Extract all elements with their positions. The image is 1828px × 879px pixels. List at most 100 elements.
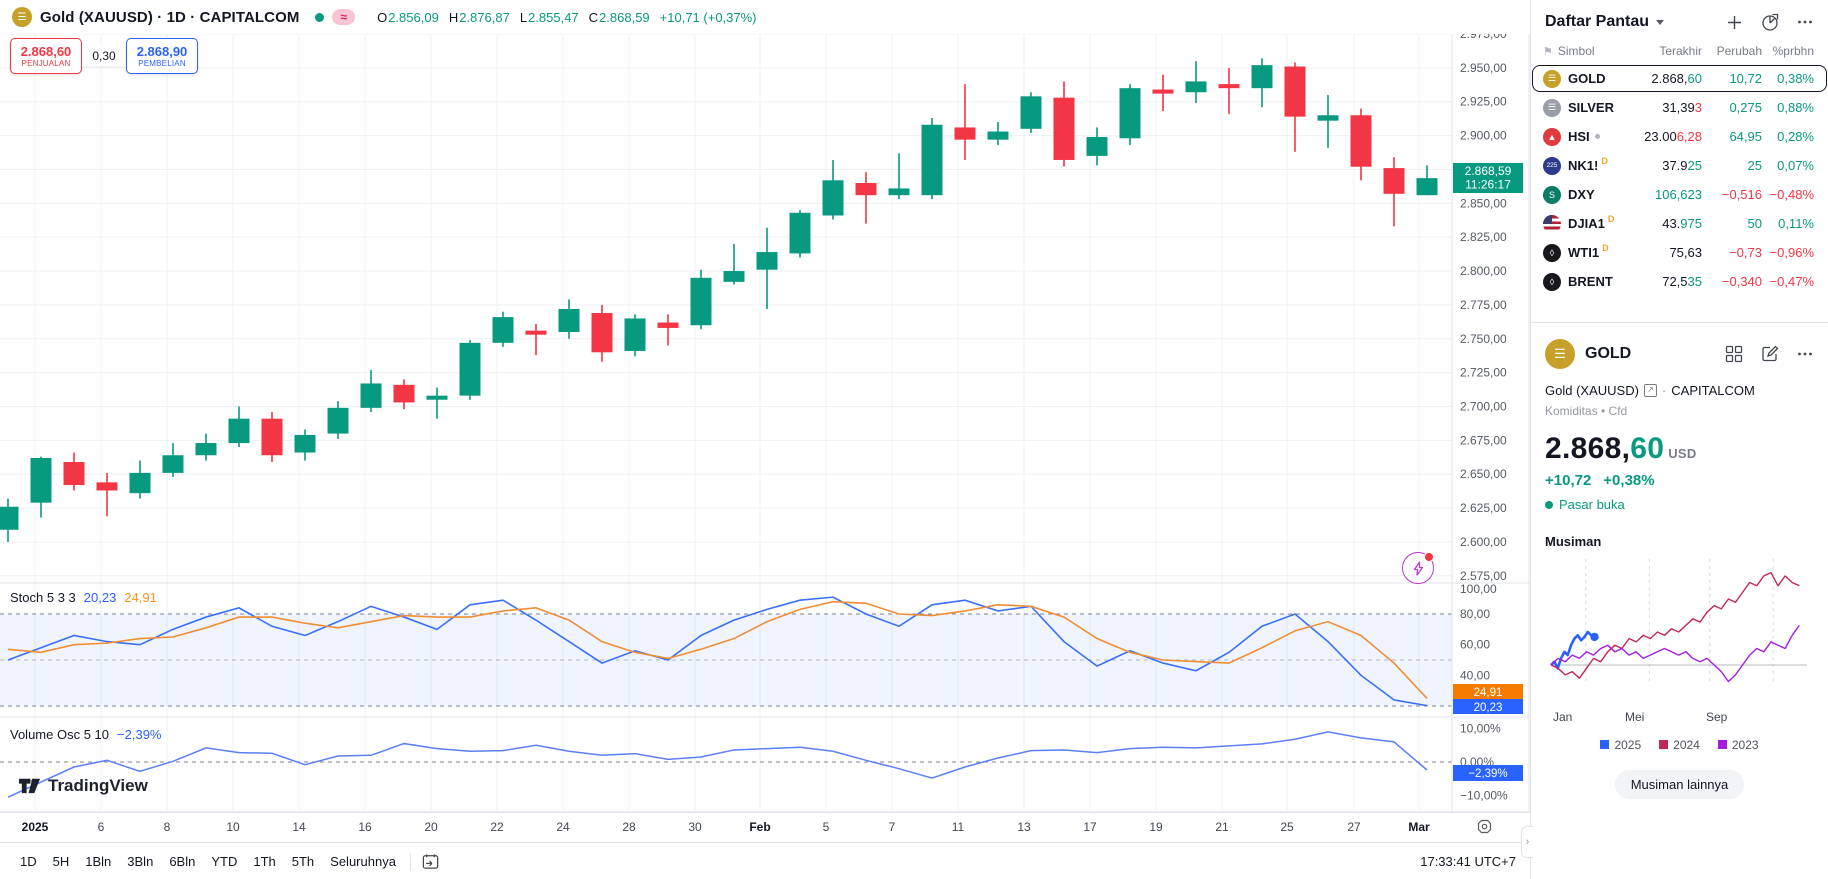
range-button-5th[interactable]: 5Th <box>291 854 315 869</box>
watchlist-rows: ☰ GOLD 2.868,60 10,72 0,38% ☰ SILVER 31,393 0,27… <box>1531 64 1828 296</box>
tradingview-logo[interactable]: TradingView <box>18 774 148 797</box>
symbol-icon: ☰ <box>1543 98 1561 117</box>
range-button-1d[interactable]: 1D <box>20 854 37 869</box>
watchlist-columns: ⚑ Simbol Terakhir Perubah %prbhn <box>1531 40 1828 64</box>
last-price: 43.975 <box>1662 216 1702 231</box>
flag-icon[interactable]: ⚑ <box>1543 45 1553 58</box>
col-pct: %prbhn <box>1772 44 1814 58</box>
seasonal-chart[interactable] <box>1545 553 1813 705</box>
detail-change: +10,72 +0,38% <box>1545 472 1655 489</box>
change-pct: −0,48% <box>1769 187 1814 202</box>
range-button-seluruhnya[interactable]: Seluruhnya <box>330 854 396 869</box>
current-price-badge <box>1453 163 1523 193</box>
layout-grid-button[interactable] <box>1724 344 1744 364</box>
range-button-5h[interactable]: 5H <box>52 854 70 869</box>
market-status: Pasar buka <box>1545 497 1814 512</box>
stoch-d-badge <box>1453 684 1523 699</box>
buy-button[interactable]: 2.868,90 PEMBELIAN <box>126 38 198 74</box>
watchlist-row-silver[interactable]: ☰ SILVER 31,393 0,275 0,88% <box>1531 93 1828 122</box>
axis-settings-icon[interactable] <box>1476 818 1493 840</box>
svg-text:2.950,00: 2.950,00 <box>1460 61 1507 75</box>
range-button-1bln[interactable]: 1Bln <box>85 854 112 869</box>
watchlist-panel: Daftar Pantau ⚑ Simbol Terakhir Perubah … <box>1530 0 1828 879</box>
time-axis[interactable]: 2025 6 8 10 14 16 20 22 24 28 30 Feb 5 7 11 13 17 19 21 25 2… <box>0 812 1530 843</box>
symbol-title[interactable]: Gold (XAUUSD) · 1D · CAPITALCOM <box>40 8 300 26</box>
change-value: 25 <box>1747 158 1762 173</box>
watchlist-row-dxy[interactable]: S DXY 106,623 −0,516 −0,48% <box>1531 180 1828 209</box>
watchlist-more-button[interactable] <box>1796 13 1814 31</box>
legend-item-2025[interactable]: 2025 <box>1600 738 1641 752</box>
external-link-icon: ↗ <box>1643 384 1657 397</box>
symbol-icon: ◊ <box>1543 243 1561 262</box>
legend-item-2024[interactable]: 2024 <box>1659 738 1700 752</box>
pie-chart-icon[interactable] <box>1760 12 1780 32</box>
range-button-ytd[interactable]: YTD <box>211 854 238 869</box>
watchlist-row-gold[interactable]: ☰ GOLD 2.868,60 10,72 0,38% <box>1531 64 1828 93</box>
chart-header: ☰ Gold (XAUUSD) · 1D · CAPITALCOM ≈ O2.8… <box>0 0 1530 34</box>
svg-text:2.925,00: 2.925,00 <box>1460 95 1507 109</box>
panel-collapse-handle[interactable]: › <box>1521 826 1533 858</box>
range-button-6bln[interactable]: 6Bln <box>169 854 196 869</box>
svg-text:−2,39%: −2,39% <box>1468 768 1507 780</box>
svg-text:2.900,00: 2.900,00 <box>1460 129 1507 143</box>
symbol-name: GOLD <box>1568 71 1606 86</box>
time-tick: 2025 <box>21 820 49 834</box>
watchlist-row-djia1[interactable]: DJIA1 D 43.975 50 0,11% <box>1531 209 1828 238</box>
volume-osc-legend[interactable]: Volume Osc 5 10 −2,39% <box>10 727 162 742</box>
time-tick: 7 <box>888 820 896 834</box>
stoch-k-badge <box>1453 699 1523 714</box>
time-tick: 10 <box>226 820 240 834</box>
goto-date-button[interactable] <box>421 852 440 871</box>
symbol-icon: ◊ <box>1543 272 1561 291</box>
close-value: 2.868,59 <box>599 9 650 25</box>
time-tick: 6 <box>97 820 105 834</box>
chevron-down-icon[interactable] <box>1656 19 1665 25</box>
svg-text:2.775,00: 2.775,00 <box>1460 298 1507 312</box>
legend-item-2023[interactable]: 2023 <box>1717 738 1759 752</box>
watchlist-row-hsi[interactable]: ▲ HSI 23.006,28 64,95 0,28% <box>1531 122 1828 151</box>
sell-button[interactable]: 2.868,60 PENJUALAN <box>10 38 82 74</box>
change-value: 10,72 <box>1729 71 1762 86</box>
market-closed-dot-icon <box>1594 134 1600 139</box>
delayed-data-icon: D <box>1602 243 1609 253</box>
volume-osc-badge <box>1453 765 1523 781</box>
symbol-link[interactable]: Gold (XAUUSD) ↗ · CAPITALCOM <box>1545 383 1755 398</box>
gold-logo-icon: ☰ <box>1545 339 1575 369</box>
time-tick: 5 <box>822 820 830 834</box>
symbol-meta: Komiditas • Cfd <box>1545 404 1628 418</box>
quick-alert-button[interactable] <box>1402 552 1434 584</box>
range-button-1th[interactable]: 1Th <box>253 854 276 869</box>
stoch-d-line <box>7 600 1428 700</box>
time-tick: 17 <box>1083 820 1097 834</box>
watchlist-row-brent[interactable]: ◊ BRENT 72,535 −0,340 −0,47% <box>1531 267 1828 296</box>
edit-note-button[interactable] <box>1760 344 1780 364</box>
svg-text:2.868,59: 2.868,59 <box>1465 164 1512 178</box>
detail-title[interactable]: GOLD <box>1585 345 1632 362</box>
svg-text:2.850,00: 2.850,00 <box>1460 196 1507 210</box>
col-symbol: Simbol <box>1557 44 1595 58</box>
watchlist-row-nk1[interactable]: 225 NK1! D 37.925 25 0,07% <box>1531 151 1828 180</box>
seasonal-more-button[interactable]: Musiman lainnya <box>1614 770 1745 799</box>
range-button-3bln[interactable]: 3Bln <box>127 854 154 869</box>
watchlist-title[interactable]: Daftar Pantau <box>1545 13 1650 30</box>
change-pct: 0,88% <box>1777 100 1814 115</box>
col-change: Perubah <box>1716 44 1762 58</box>
watchlist-row-wti1[interactable]: ◊ WTI1 D 75,63 −0,73 −0,96% <box>1531 238 1828 267</box>
seasonal-line-2023 <box>1550 624 1800 683</box>
stoch-legend[interactable]: Stoch 5 3 3 20,23 24,91 <box>10 590 157 605</box>
volume-osc-line <box>7 731 1428 798</box>
symbol-icon: S <box>1543 185 1561 204</box>
approx-data-badge[interactable]: ≈ <box>332 9 356 25</box>
svg-text:2.825,00: 2.825,00 <box>1460 230 1507 244</box>
svg-text:2.725,00: 2.725,00 <box>1460 366 1507 380</box>
session-clock[interactable]: 17:33:41 UTC+7 <box>1420 854 1516 869</box>
main-chart[interactable]: 2.975,002.950,002.925,002.900,002.875,00… <box>0 0 1530 812</box>
symbol-name: DJIA1 <box>1568 216 1605 231</box>
symbol-name: SILVER <box>1568 100 1614 115</box>
detail-more-button[interactable] <box>1796 345 1814 363</box>
add-symbol-button[interactable] <box>1725 13 1744 32</box>
change-value: 50 <box>1747 216 1762 231</box>
market-open-dot-icon <box>315 12 325 22</box>
time-tick: 21 <box>1215 820 1229 834</box>
